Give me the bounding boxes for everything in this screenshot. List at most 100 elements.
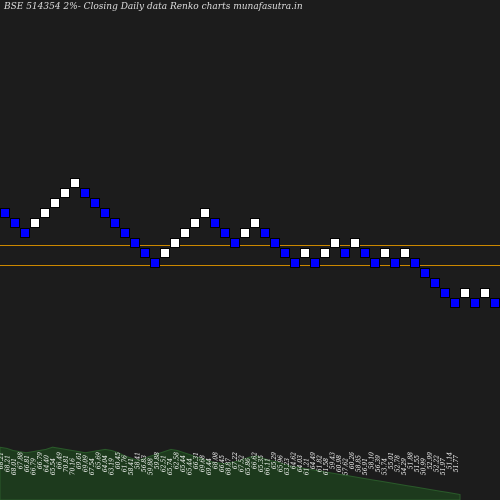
volume-label: 51.97 — [440, 458, 447, 475]
up-brick — [60, 188, 70, 198]
down-brick — [90, 198, 100, 208]
down-brick — [110, 218, 120, 228]
up-brick — [30, 218, 40, 228]
volume-label: 67.52 — [239, 455, 246, 472]
volume-label: 70.81 — [63, 455, 70, 472]
volume-label: 60.45 — [115, 452, 122, 469]
up-brick — [480, 288, 490, 298]
volume-label: 65.86 — [245, 458, 252, 475]
volume-label: 56.91 — [362, 458, 369, 475]
up-brick — [50, 198, 60, 208]
volume-label: 59.88 — [148, 458, 155, 475]
down-brick — [220, 228, 230, 238]
down-brick — [150, 258, 160, 268]
up-brick — [240, 228, 250, 238]
volume-label: 66.11 — [265, 458, 272, 475]
volume-label: 60.98 — [336, 455, 343, 472]
volume-label: 66.81 — [24, 455, 31, 472]
volume-label: 57.62 — [343, 458, 350, 475]
down-brick — [290, 258, 300, 268]
volume-label: 65.35 — [258, 455, 265, 472]
up-brick — [300, 248, 310, 258]
volume-label: 65.69 — [96, 452, 103, 469]
down-brick — [390, 258, 400, 268]
down-brick — [360, 248, 370, 258]
volume-label: 67.22 — [232, 452, 239, 469]
down-brick — [100, 208, 110, 218]
volume-label: 65.74 — [167, 458, 174, 475]
volume-label: 58.10 — [369, 452, 376, 469]
volume-label: 68.87 — [226, 458, 233, 475]
down-brick — [140, 248, 150, 258]
volume-label: 68.21 — [0, 452, 5, 469]
down-brick — [130, 238, 140, 248]
volume-label: 51.55 — [414, 455, 421, 472]
up-brick — [250, 218, 260, 228]
volume-area — [0, 446, 461, 500]
volume-label: 52.78 — [395, 455, 402, 472]
volume-label: 58.85 — [356, 455, 363, 472]
volume-label: 69.44 — [206, 458, 213, 475]
up-brick — [460, 288, 470, 298]
up-brick — [190, 218, 200, 228]
volume-fill — [0, 446, 461, 500]
volume-label: 65.44 — [180, 455, 187, 472]
up-brick — [380, 248, 390, 258]
down-brick — [270, 238, 280, 248]
up-brick — [170, 238, 180, 248]
up-brick — [350, 238, 360, 248]
down-brick — [80, 188, 90, 198]
volume-label: 64.62 — [291, 452, 298, 469]
down-brick — [0, 208, 10, 218]
volume-label: 58.41 — [128, 458, 135, 475]
volume-label: 66.45 — [219, 455, 226, 472]
volume-label: 67.54 — [89, 458, 96, 475]
up-brick — [330, 238, 340, 248]
up-brick — [70, 178, 80, 188]
volume-labels: 68.21 68.21 68.01 67.88 66.81 66.79 66.79 64.40… — [0, 452, 460, 475]
down-brick — [230, 238, 240, 248]
volume-label: 52.99 — [427, 452, 434, 469]
volume-label: 65.54 — [50, 458, 57, 475]
down-brick — [420, 268, 430, 278]
down-brick — [20, 228, 30, 238]
volume-label: 66.79 — [37, 452, 44, 469]
up-brick — [320, 248, 330, 258]
volume-label: 59.43 — [330, 452, 337, 469]
down-brick — [310, 258, 320, 268]
down-brick — [260, 228, 270, 238]
volume-label: 62.58 — [174, 452, 181, 469]
volume-label: 52.22 — [434, 455, 441, 472]
volume-label: 62.51 — [161, 455, 168, 472]
volume-label: 65.29 — [271, 452, 278, 469]
volume-label: 61.58 — [323, 458, 330, 475]
volume-label: 51.77 — [453, 455, 460, 472]
volume-label: 66.79 — [31, 458, 38, 475]
volume-label: 61.76 — [122, 455, 129, 472]
volume-label: 54.29 — [401, 458, 408, 475]
volume-label: 68.08 — [213, 452, 220, 469]
volume-label: 61.21 — [304, 458, 311, 475]
volume-label: 55.01 — [388, 452, 395, 469]
volume-label: 64.49 — [310, 452, 317, 469]
volume-label: 70.16 — [70, 458, 77, 475]
volume-label: 64.04 — [102, 455, 109, 472]
volume-label: 63.23 — [284, 458, 291, 475]
up-brick — [40, 208, 50, 218]
volume-label: 60.26 — [349, 452, 356, 469]
volume-label: 68.21 — [5, 455, 12, 472]
volume-label: 58.41 — [135, 452, 142, 469]
volume-label: 65.44 — [187, 458, 194, 475]
volume-label: 53.74 — [382, 458, 389, 475]
down-brick — [450, 298, 460, 308]
volume-label: 63.19 — [109, 458, 116, 475]
down-brick — [10, 218, 20, 228]
down-brick — [490, 298, 500, 308]
up-brick — [200, 208, 210, 218]
up-brick — [160, 248, 170, 258]
volume-label: 69.68 — [200, 455, 207, 472]
up-brick — [180, 228, 190, 238]
down-brick — [280, 248, 290, 258]
reference-lines — [0, 245, 500, 266]
